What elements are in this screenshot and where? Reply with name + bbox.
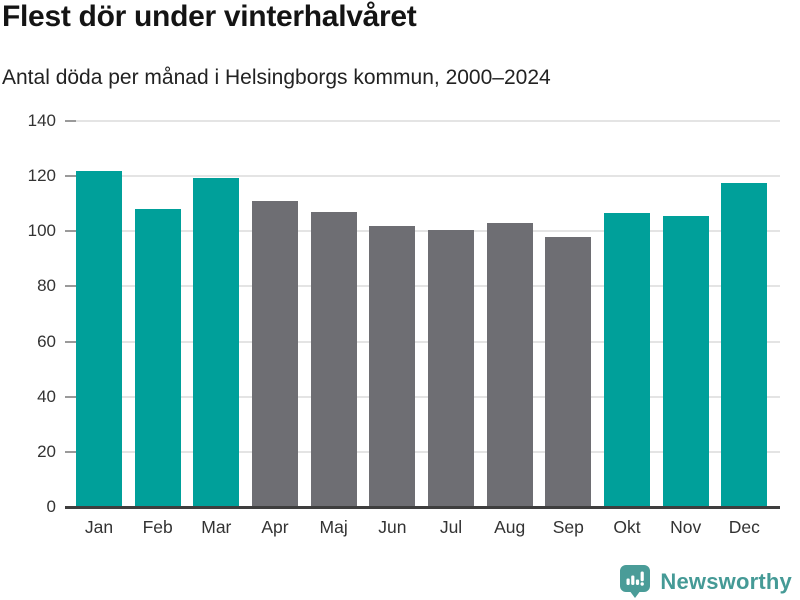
y-axis-label: 120 bbox=[27, 166, 56, 186]
y-axis-tick bbox=[65, 395, 76, 398]
x-axis-label: Aug bbox=[494, 517, 526, 537]
chart-subtitle: Antal döda per månad i Helsingborgs komm… bbox=[2, 66, 551, 89]
bar-feb bbox=[134, 209, 181, 507]
y-axis-tick bbox=[65, 120, 76, 122]
bar-aug bbox=[486, 223, 533, 507]
y-axis-tick bbox=[65, 450, 76, 453]
x-axis-label: Jul bbox=[439, 517, 463, 537]
x-axis-line bbox=[65, 506, 780, 509]
bar-dec bbox=[721, 183, 768, 507]
bar-nov bbox=[662, 216, 709, 507]
newsworthy-logo-icon bbox=[620, 565, 651, 598]
y-axis-label: 20 bbox=[37, 441, 56, 461]
y-axis-tick bbox=[65, 285, 76, 288]
bar-sep bbox=[545, 236, 592, 507]
bar-maj bbox=[310, 211, 357, 507]
x-axis-label: Jan bbox=[84, 517, 114, 537]
y-axis-tick bbox=[65, 230, 76, 233]
gridline bbox=[76, 120, 780, 122]
y-axis-label: 0 bbox=[46, 497, 56, 516]
x-axis-label: Nov bbox=[670, 517, 702, 537]
gridline bbox=[76, 175, 780, 178]
y-axis-label: 60 bbox=[37, 331, 56, 351]
x-axis-label: Jun bbox=[378, 517, 407, 537]
x-axis-label: Okt bbox=[613, 517, 641, 537]
x-axis-label: Dec bbox=[728, 517, 760, 537]
bar-jan bbox=[76, 170, 122, 507]
bar-apr bbox=[252, 200, 298, 507]
brand-footer: Newsworthy bbox=[619, 564, 792, 599]
y-axis-tick bbox=[65, 340, 76, 343]
y-axis-tick bbox=[65, 175, 76, 178]
brand-name: Newsworthy bbox=[660, 568, 792, 594]
y-axis-label: 40 bbox=[37, 386, 56, 406]
y-axis-label: 80 bbox=[37, 276, 56, 296]
bar-okt bbox=[604, 213, 650, 507]
x-axis-label: Mar bbox=[201, 517, 232, 537]
bar-jun bbox=[369, 225, 416, 507]
x-axis-label: Sep bbox=[552, 517, 584, 537]
x-axis-label: Apr bbox=[261, 517, 289, 537]
bar-mar bbox=[193, 177, 240, 507]
y-axis-label: 140 bbox=[27, 111, 56, 130]
bar-jul bbox=[428, 229, 474, 507]
x-axis-label: Feb bbox=[142, 517, 173, 537]
y-axis-label: 100 bbox=[27, 221, 56, 241]
chart-title: Flest dör under vinterhalvåret bbox=[2, 0, 417, 33]
x-axis-label: Maj bbox=[319, 517, 348, 537]
